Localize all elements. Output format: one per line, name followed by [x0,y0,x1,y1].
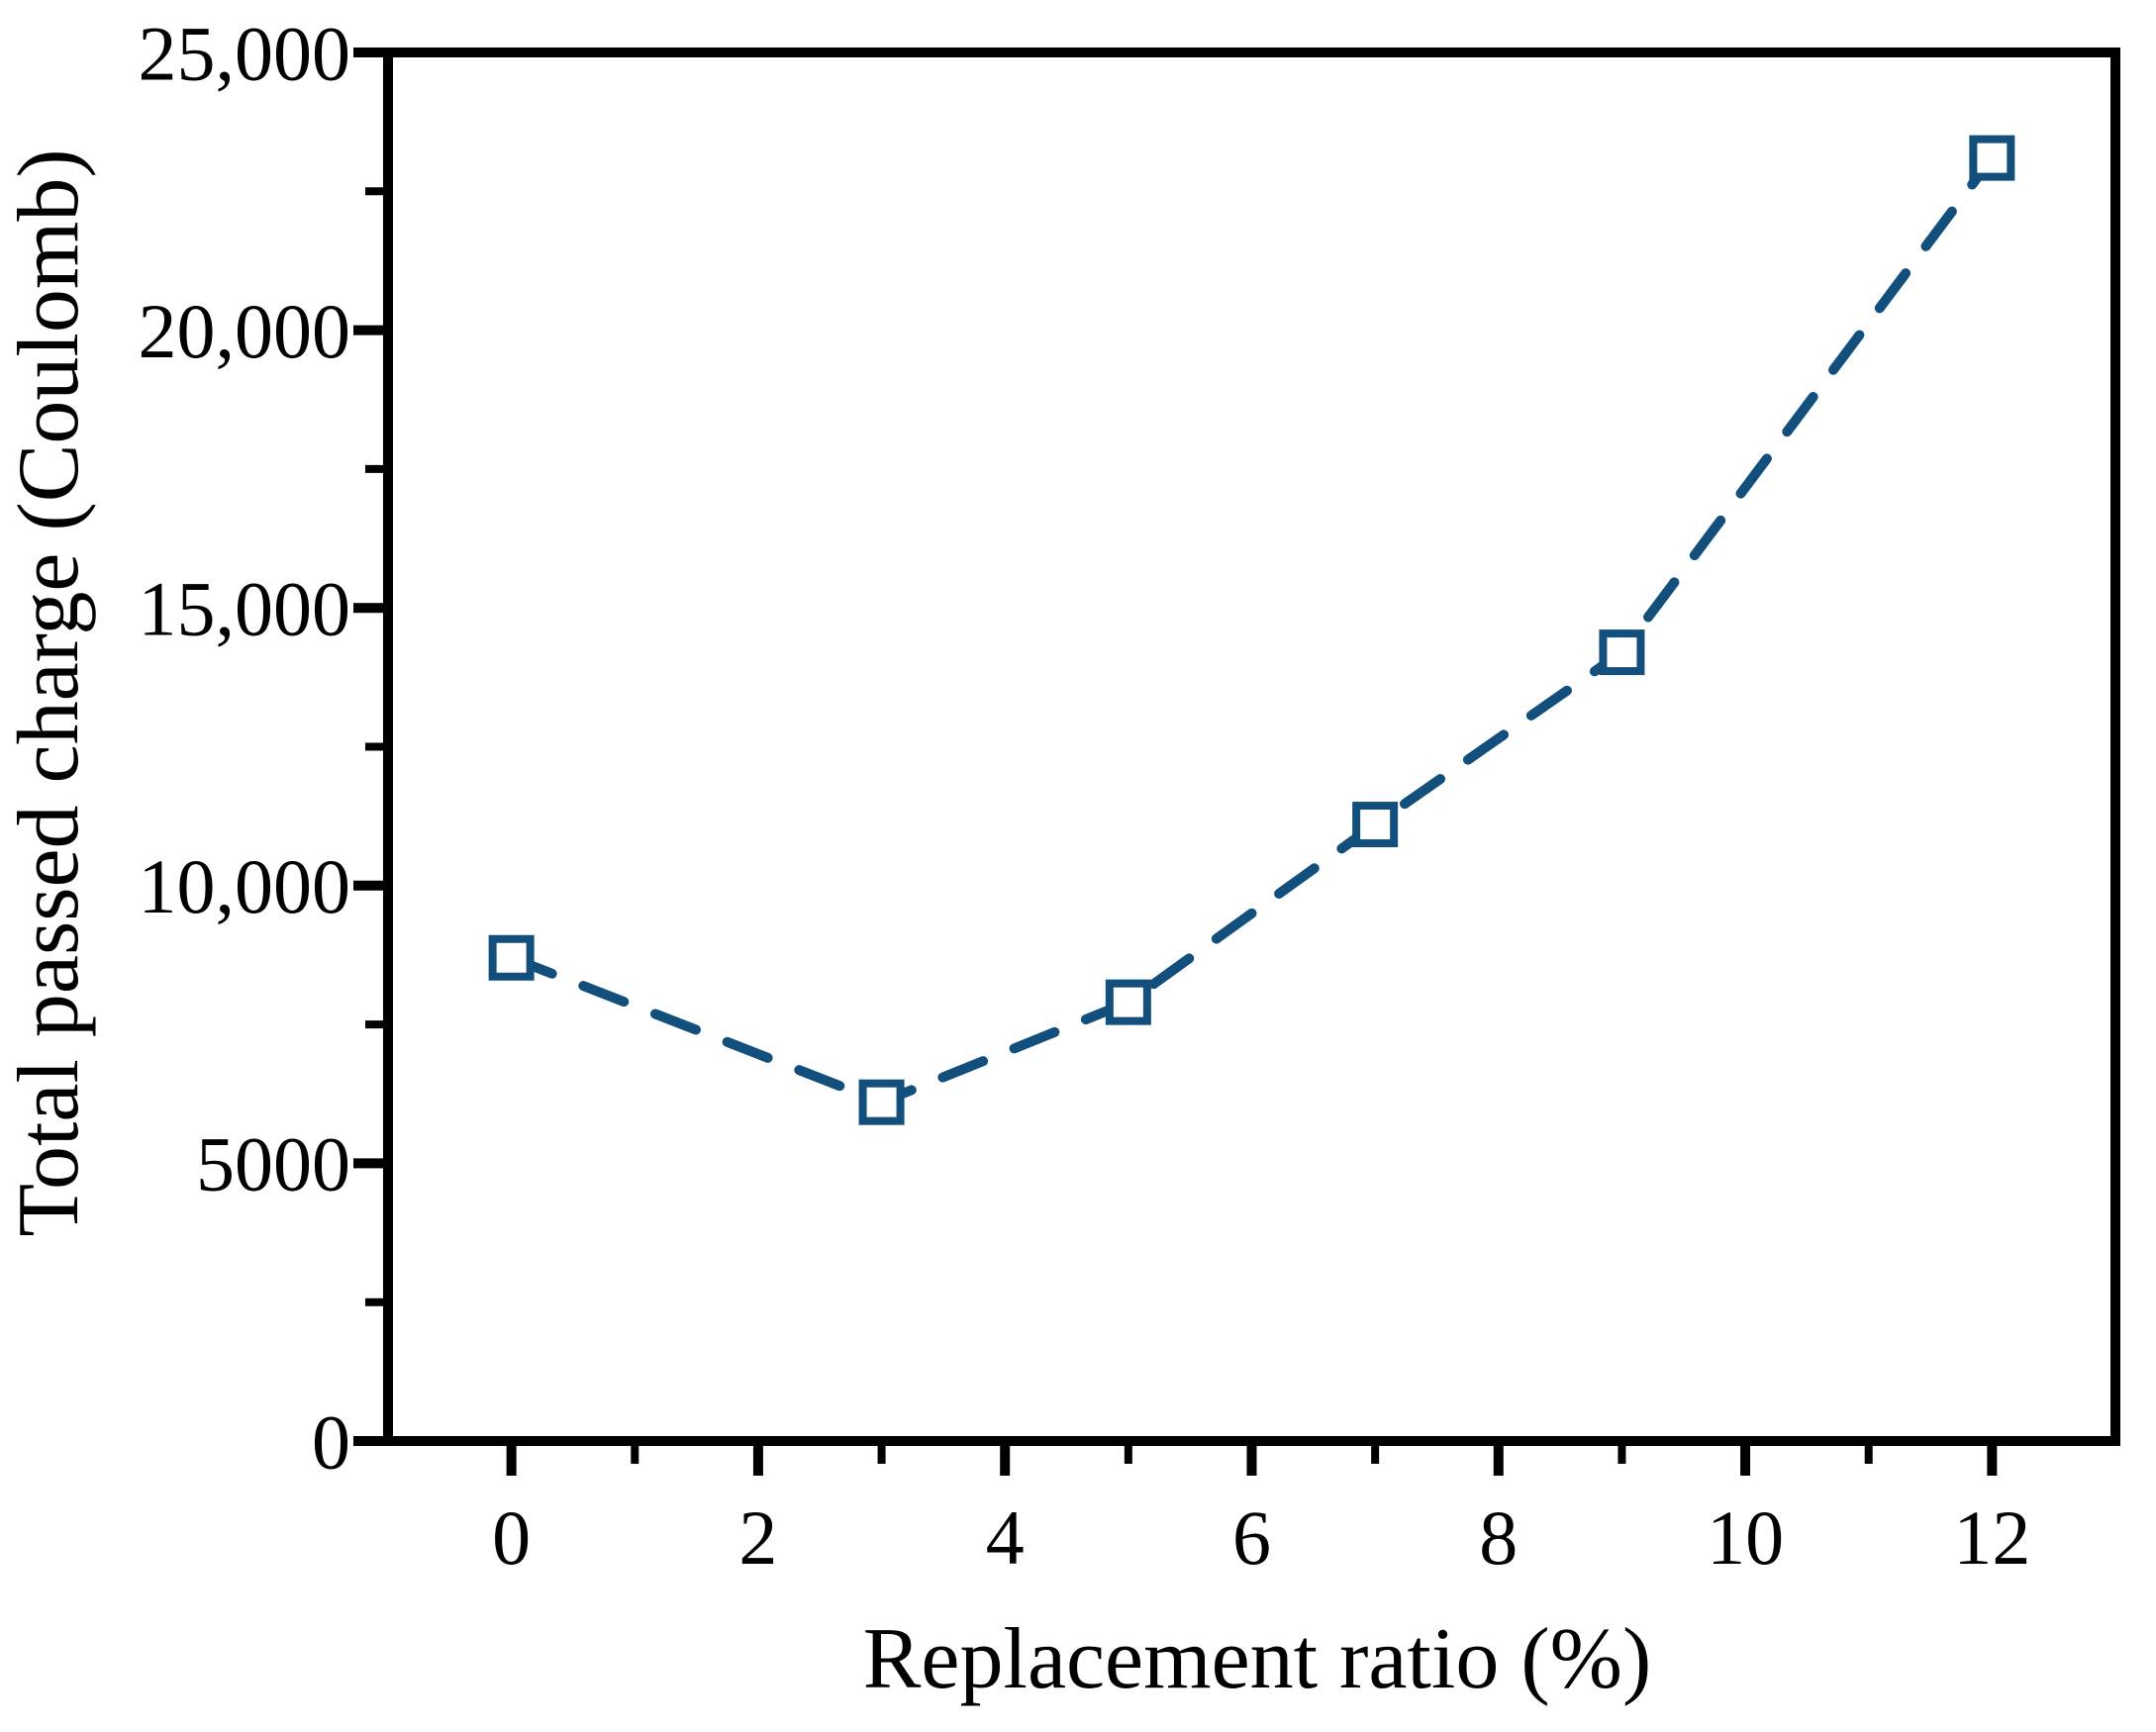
data-point-marker [1105,979,1151,1025]
data-point-marker [1969,135,2015,181]
y-tick-label: 15,000 [139,566,351,652]
x-tick-label: 8 [1479,1494,1518,1581]
y-tick-label: 0 [312,1398,350,1485]
data-point-marker [1352,802,1399,848]
plot-border [383,48,2120,1446]
y-tick-label: 25,000 [139,10,351,96]
data-point-marker [858,1079,905,1125]
data-point-marker [1599,629,1645,676]
y-axis-title: Total passed charge (Coulomb) [1,148,97,1236]
x-tick-label: 6 [1232,1494,1271,1581]
y-tick-label: 20,000 [139,288,351,374]
x-axis-title: Replacement ratio (%) [863,1611,1652,1707]
x-tick-label: 0 [492,1494,531,1581]
y-tick-label: 10,000 [139,843,351,929]
y-tick-label: 5000 [196,1121,350,1207]
plot-area: 0 2 4 6 8 10 12 0 5000 10,000 15,000 20,000 25,000 [139,10,2120,1581]
data-point-marker [488,934,535,981]
x-tick-label: 2 [738,1494,777,1581]
data-series-line [506,152,1998,1107]
x-tick-label: 10 [1707,1494,1784,1581]
x-tick-label: 4 [986,1494,1025,1581]
x-tick-label: 12 [1953,1494,2030,1581]
